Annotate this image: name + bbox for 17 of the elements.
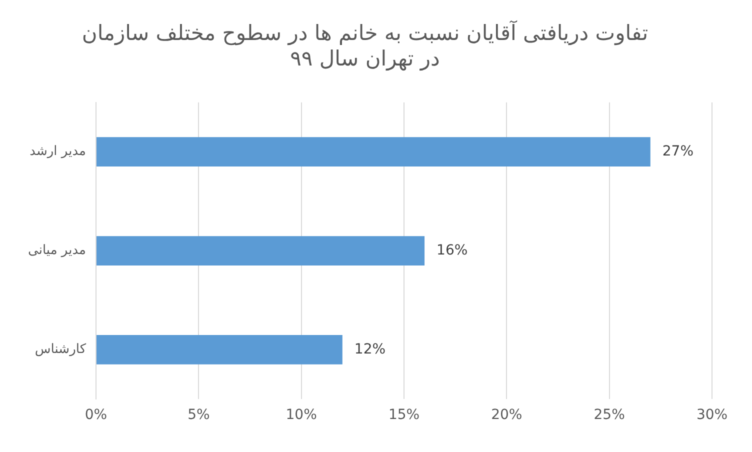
data-label: 12% bbox=[354, 341, 386, 358]
y-tick-label: مدیر ارشد bbox=[30, 144, 86, 160]
y-tick-label: کارشناس bbox=[34, 342, 87, 358]
y-tick-label: مدیر میانی bbox=[28, 243, 86, 258]
x-tick-label: 10% bbox=[286, 407, 317, 424]
x-tick-label: 20% bbox=[491, 407, 522, 424]
data-label: 16% bbox=[436, 242, 468, 258]
bar bbox=[96, 236, 425, 266]
data-label: 27% bbox=[662, 144, 694, 160]
chart-title: تفاوت دریافتی آقایان نسبت به خانم ها در سطوح مختلف سازمان در تهران سال ۹۹ bbox=[82, 20, 648, 72]
x-tick-label: 5% bbox=[188, 407, 210, 424]
x-tick-label: 15% bbox=[388, 407, 420, 424]
bar bbox=[96, 137, 650, 167]
bar bbox=[96, 335, 342, 364]
x-tick-label: 0% bbox=[84, 407, 108, 424]
x-tick-label: 25% bbox=[594, 407, 625, 424]
x-tick-label: 30% bbox=[696, 407, 728, 424]
